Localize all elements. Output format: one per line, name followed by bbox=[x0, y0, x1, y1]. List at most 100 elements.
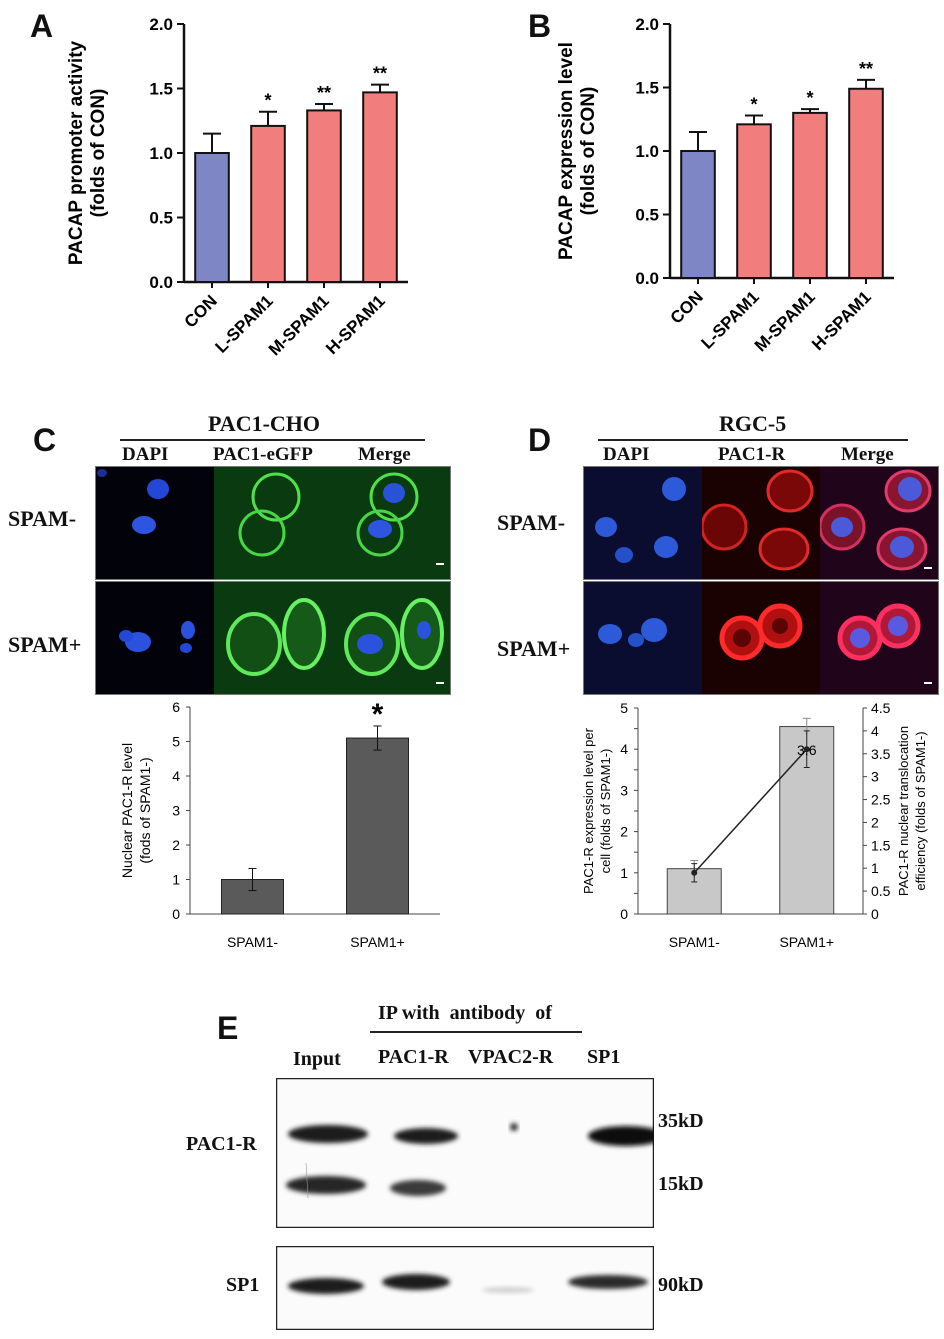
y-tick-label: 4 bbox=[620, 741, 628, 757]
y2-tick-label: 2 bbox=[871, 814, 879, 830]
blot-row-sp1: SP1 bbox=[226, 1274, 260, 1296]
micro-c-title-rule bbox=[120, 439, 425, 441]
significance-mark: * bbox=[372, 698, 384, 731]
y-tick-label: 1 bbox=[172, 872, 180, 888]
blot-membrane-pac1r bbox=[276, 1078, 654, 1228]
blot-lane-sp1: SP1 bbox=[587, 1046, 621, 1068]
bar bbox=[346, 737, 409, 915]
micro-d-col-dapi: DAPI bbox=[603, 444, 650, 465]
blot-ip-header: IP with antibody of bbox=[378, 1002, 552, 1024]
band-vpac2r-spot bbox=[510, 1123, 518, 1131]
micro-c-dapi-2 bbox=[96, 582, 214, 694]
band-sp1-35kd bbox=[588, 1126, 654, 1146]
blot-lane-vpac2r: VPAC2-R bbox=[468, 1046, 554, 1068]
y-tick-label: 1 bbox=[620, 865, 628, 881]
y2-axis-label: PAC1-R nuclear translocation efficiency (… bbox=[896, 726, 928, 896]
micro-c-col-dapi: DAPI bbox=[122, 444, 169, 465]
band-pac1r-15kd bbox=[390, 1180, 446, 1196]
micro-d-title: RGC-5 bbox=[719, 411, 787, 436]
blot-membrane-sp1 bbox=[276, 1246, 654, 1330]
y-tick-label: 1.0 bbox=[635, 142, 659, 161]
micro-d-image-row1 bbox=[583, 466, 939, 580]
y2-tick-label: 2.5 bbox=[871, 792, 891, 808]
y-tick-label: 2.0 bbox=[635, 15, 659, 34]
line-point bbox=[803, 746, 810, 753]
micro-d-merge-1 bbox=[819, 467, 938, 579]
x-tick-label: SPAM1- bbox=[669, 934, 720, 950]
blot-ip-rule bbox=[370, 1031, 582, 1033]
micro-c-gfp-2 bbox=[213, 582, 332, 694]
bar bbox=[362, 91, 398, 284]
band-vpac2r-90kd bbox=[482, 1287, 534, 1293]
bar bbox=[306, 109, 342, 284]
y-tick-label: 6 bbox=[172, 699, 180, 715]
y2-tick-label: 3 bbox=[871, 769, 879, 785]
micro-d-col-pac1r: PAC1-R bbox=[718, 444, 786, 465]
micro-d-pac1r-2 bbox=[701, 582, 820, 694]
y-tick-label: 5 bbox=[172, 734, 180, 750]
y-tick-label: 2 bbox=[172, 837, 180, 853]
y-tick-label: 0.5 bbox=[635, 206, 659, 225]
significance-mark: * bbox=[750, 94, 757, 114]
y2-tick-label: 1.5 bbox=[871, 837, 891, 853]
micro-d-dapi-2 bbox=[584, 582, 702, 694]
panel-label-b: B bbox=[528, 8, 552, 44]
significance-mark: ** bbox=[373, 64, 387, 84]
y-tick-label: 3 bbox=[620, 782, 628, 798]
blot-marker-35kd: 35kD bbox=[658, 1110, 704, 1132]
bar bbox=[792, 111, 828, 280]
blot-lane-pac1r: PAC1-R bbox=[378, 1046, 449, 1068]
chart-d: 0 1 2 3 4 5 0 0.5 1 1.5 2 2.5 3 3.5 4 4.5 SPAM1- SPAM1+ 3.… bbox=[581, 700, 928, 950]
line-series bbox=[693, 748, 808, 874]
x-tick-label: M-SPAM1 bbox=[265, 291, 333, 359]
micro-c-dapi-1 bbox=[96, 467, 214, 579]
x-tick-label: SPAM1+ bbox=[779, 934, 834, 950]
micro-c-image-row2 bbox=[95, 581, 451, 695]
panel-label-a: A bbox=[30, 8, 54, 44]
y-tick-label: 4 bbox=[172, 768, 180, 784]
panel-label-e: E bbox=[217, 1010, 239, 1046]
significance-mark: ** bbox=[317, 83, 331, 103]
blot-row-pac1r: PAC1-R bbox=[186, 1133, 257, 1155]
y2-tick-label: 3.5 bbox=[871, 746, 891, 762]
blot-marker-15kd: 15kD bbox=[658, 1173, 704, 1195]
bar bbox=[250, 124, 286, 283]
band-input-35kd bbox=[288, 1125, 368, 1143]
y-axis-label: PAC1-R expression level per cell (folds o… bbox=[581, 727, 613, 894]
y-tick-label: 2.0 bbox=[149, 15, 173, 34]
chart-b: 0.00.51.01.52.0CON*L-SPAM1*M-SPAM1**H-SP… bbox=[556, 15, 894, 355]
band-pac1r-35kd bbox=[394, 1128, 458, 1144]
micro-c-row-minus: SPAM- bbox=[8, 506, 77, 531]
y-tick-label: 0 bbox=[620, 906, 628, 922]
x-tick-label: H-SPAM1 bbox=[322, 291, 389, 358]
chart-c: 0 1 2 3 4 5 6 SPAM1- * SPAM1+ Nuclear PAC1-R level… bbox=[119, 698, 440, 950]
blot-lane-input: Input bbox=[293, 1048, 341, 1070]
band-input-15kd bbox=[286, 1176, 366, 1194]
significance-mark: * bbox=[264, 91, 271, 111]
significance-mark: * bbox=[806, 88, 813, 108]
micro-c-row-plus: SPAM+ bbox=[8, 632, 82, 657]
y-tick-label: 0 bbox=[172, 906, 180, 922]
y-tick-label: 1.0 bbox=[149, 144, 173, 163]
y-axis-label: PACAP expression level(folds of CON) bbox=[556, 42, 599, 260]
band-sp1-90kd bbox=[568, 1275, 648, 1289]
y-tick-label: 5 bbox=[620, 700, 628, 716]
x-tick-label: SPAM1+ bbox=[350, 934, 405, 950]
bar bbox=[194, 152, 230, 283]
y-tick-label: 0.5 bbox=[149, 209, 173, 228]
bar bbox=[680, 150, 716, 279]
micro-d-row-plus: SPAM+ bbox=[497, 636, 571, 661]
micro-c-gfp-1 bbox=[213, 467, 332, 579]
micro-c-col-gfp: PAC1-eGFP bbox=[213, 444, 313, 465]
micro-c-merge-1 bbox=[331, 467, 450, 579]
line-point bbox=[691, 869, 698, 876]
x-tick-label: H-SPAM1 bbox=[808, 287, 875, 354]
micro-d-title-rule bbox=[598, 439, 908, 441]
panel-label-c: C bbox=[33, 422, 57, 458]
y2-tick-label: 0 bbox=[871, 906, 879, 922]
micro-d-dapi-1 bbox=[584, 467, 702, 579]
chart-a: 0.00.51.01.52.0CON*L-SPAM1**M-SPAM1**H-S… bbox=[66, 15, 408, 359]
line-data-label: 3.6 bbox=[797, 742, 817, 758]
micro-d-col-merge: Merge bbox=[841, 444, 894, 465]
x-tick-label: SPAM1- bbox=[227, 934, 278, 950]
